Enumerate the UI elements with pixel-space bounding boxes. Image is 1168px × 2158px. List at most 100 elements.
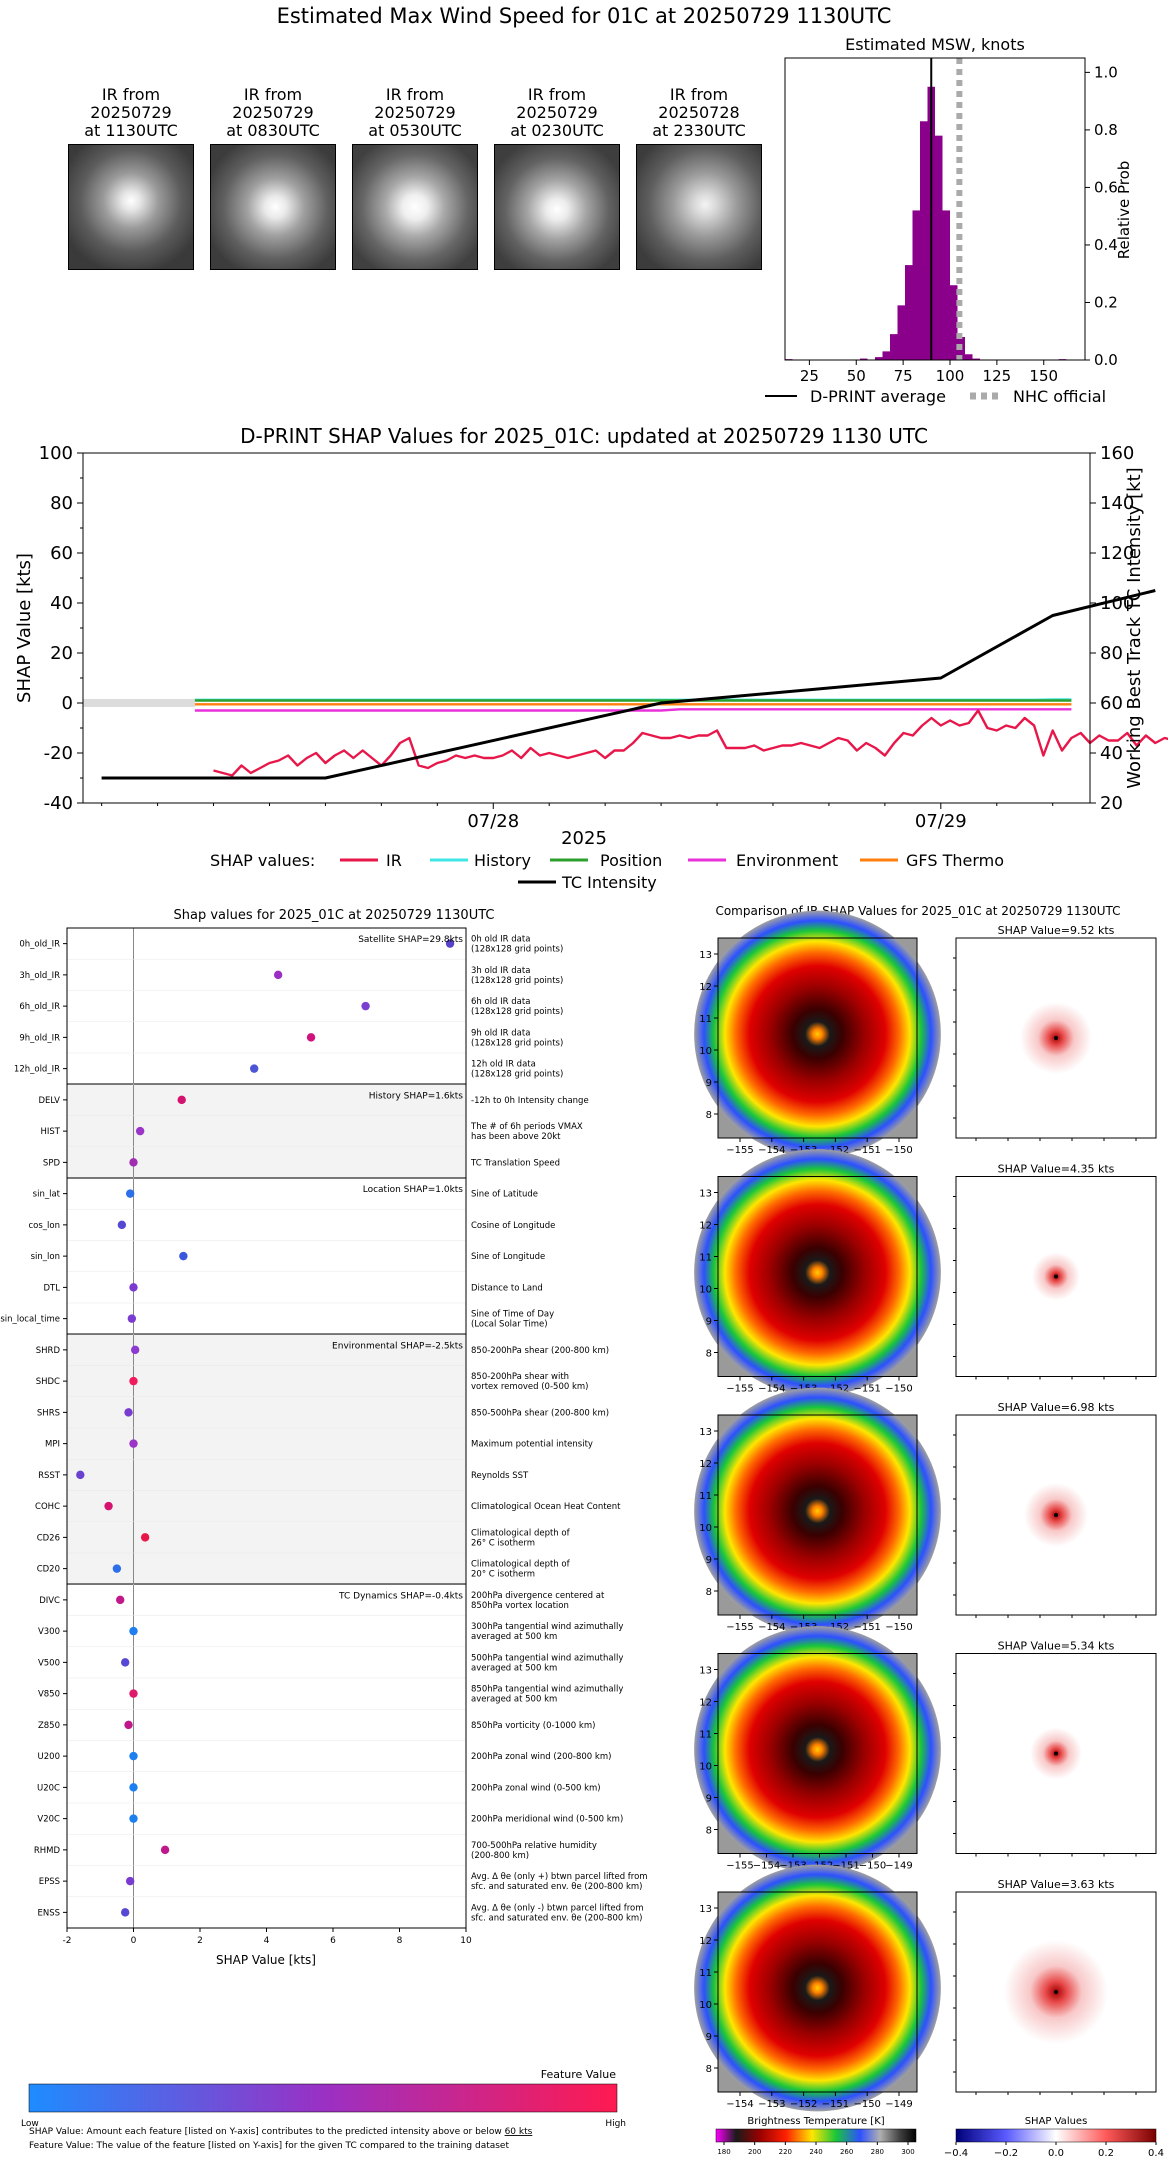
histogram-y-ticks: 0.0 0.2 0.4 0.6 0.8 1.0 — [1085, 63, 1118, 369]
feature-dot — [179, 1251, 188, 1261]
feature-description: 850hPa vorticity (0-1000 km) — [471, 1721, 595, 1731]
feature-description: 850-500hPa shear (200-800 km) — [471, 1408, 609, 1418]
feature-dot — [160, 1845, 170, 1855]
feature-dot — [445, 939, 455, 948]
feature-label: CD26 — [37, 1533, 60, 1543]
feature-description: Climatological depth of 20° C isotherm — [471, 1560, 571, 1580]
timeseries-zero-band — [83, 699, 195, 707]
feature-label: RHMD — [34, 1846, 61, 1856]
x-tick-label: 8 — [397, 1936, 403, 1946]
comparison-row: 12h old IR DataSHAP Value=3.63 kts891011… — [694, 1864, 1157, 2112]
ir-thumbnail-image — [636, 144, 762, 270]
timeseries-y2label: Working Best Track TC Intensity [kt] — [1124, 467, 1145, 788]
shap-panel-title: SHAP Value=5.34 kts — [998, 1640, 1115, 1653]
feature-dot — [104, 1501, 113, 1511]
ir-x-tick-label: −154 — [758, 1145, 785, 1156]
feature-description-line: 850hPa tangential wind azimuthally — [471, 1685, 623, 1695]
feature-label: SHRS — [37, 1408, 60, 1418]
bt-tick-label: 240 — [809, 2148, 822, 2156]
x-tick-label: 75 — [894, 367, 913, 385]
shap-colorbar-title: SHAP Values — [1025, 2116, 1088, 2127]
feature-labels: 0h_old_IR 3h_old_IR 6h_old_IR 9h_old_IR 12h_… — [0, 940, 67, 1918]
feature-description-line: (128x128 grid points) — [471, 976, 563, 986]
shap-cbar-tick-label: −0.2 — [994, 2148, 1018, 2158]
feature-label: V850 — [38, 1690, 60, 1700]
feature-dot — [120, 1658, 130, 1667]
feature-description: Distance to Land — [471, 1283, 543, 1293]
shap-colorbar — [955, 2128, 1157, 2143]
group-label: TC Dynamics SHAP=-0.4kts — [338, 1591, 463, 1601]
feature-label: RSST — [38, 1471, 61, 1481]
feature-dot — [129, 1626, 138, 1636]
x-tick-label: 100 — [936, 367, 965, 385]
feature-description-line: averaged at 500 km — [471, 1632, 557, 1642]
feature-description-line: (200-800 km) — [471, 1851, 529, 1861]
feature-dot — [120, 1908, 130, 1917]
ir-thumbnail: IR from 20250728 at 2330UTC — [636, 86, 762, 270]
ir-x-tick-label: −150 — [885, 1622, 912, 1633]
ir-thumbnail-label: IR from 20250729 at 0830UTC — [226, 85, 320, 140]
feature-label: U20C — [37, 1783, 60, 1793]
feature-dot — [129, 1689, 138, 1698]
ir-storm — [694, 1387, 941, 1635]
feature-dot — [273, 970, 283, 980]
feature-description-line: averaged at 500 km — [471, 1695, 557, 1705]
ir-panel-frame — [717, 1653, 918, 1854]
histogram-bar — [972, 358, 980, 360]
feature-description: Climatological Ocean Heat Content — [471, 1502, 621, 1512]
ir-y-tick-label: 8 — [706, 1826, 712, 1837]
histogram-bar — [875, 357, 883, 360]
ir-x-tick-label: −153 — [779, 1861, 806, 1872]
feature-description: 850hPa tangential wind azimuthally averag… — [471, 1685, 623, 1705]
feature-description-line: sfc. and saturated env. θe (200-800 km) — [471, 1913, 643, 1923]
histogram-lines — [930, 58, 963, 360]
ir-thumbnail-image — [494, 144, 620, 270]
feature-description: Avg. Δ θe (only -) btwn parcel lifted fr… — [471, 1903, 644, 1923]
ir-storm — [694, 1864, 941, 2112]
ir-y-tick-label: 9 — [706, 1317, 712, 1328]
page-title: Estimated Max Wind Speed for 01C at 2025… — [276, 4, 892, 28]
legend-dprint: D-PRINT average — [810, 387, 946, 406]
feature-description-line: 300hPa tangential wind azimuthally — [471, 1622, 623, 1632]
feature-descriptions: 0h old IR data (128x128 grid points)3h ol… — [470, 935, 648, 1924]
ir-storm — [694, 1626, 941, 1873]
feature-description-line: Climatological Ocean Heat Content — [471, 1502, 621, 1512]
histogram-bars — [785, 86, 1067, 361]
timeseries-y-ticks: -40 -20 0 20 40 60 80 100 — [39, 443, 83, 814]
feature-description-line: 3h old IR data — [471, 966, 530, 976]
y-tick-label: 0.8 — [1094, 121, 1118, 139]
y2-tick-label: 60 — [1100, 693, 1123, 714]
ir-panel-frame — [717, 1176, 918, 1377]
ir-thumbnail-label: IR from 20250729 at 0530UTC — [368, 85, 462, 140]
ir-y-tick-label: 8 — [706, 2064, 712, 2075]
histogram-bar — [920, 121, 928, 361]
ir-thumbnail-label: IR from 20250729 at 1130UTC — [84, 85, 178, 140]
y-tick-label: 0.6 — [1094, 178, 1118, 196]
histogram-x-ticks: 25 50 75 100 125 150 — [800, 360, 1058, 385]
shap-feature-chart: Shap values for 2025_01C at 20250729 113… — [0, 908, 648, 2151]
feature-description-line: averaged at 500 km — [471, 1663, 557, 1673]
y2-tick-label: 160 — [1100, 443, 1134, 464]
feature-description-line: 200hPa zonal wind (200-800 km) — [471, 1752, 611, 1762]
histogram-bar — [897, 305, 905, 360]
histogram-bar — [912, 210, 920, 360]
feature-description: 6h old IR data (128x128 grid points) — [471, 997, 563, 1017]
group-label: Location SHAP=1.0kts — [363, 1185, 464, 1195]
feature-label: cos_lon — [28, 1221, 60, 1231]
ir-x-tick-label: −155 — [726, 1384, 753, 1395]
feature-dot — [129, 1439, 138, 1448]
ir-x-tick-label: −149 — [885, 2099, 912, 2110]
feature-description-line: The # of 6h periods VMAX — [470, 1122, 583, 1132]
feature-dot — [125, 1876, 135, 1886]
histogram-bar — [942, 210, 950, 360]
feature-description-line: 500hPa tangential wind azimuthally — [471, 1653, 623, 1663]
timeseries-x-ticks: 07/28 07/29 — [101, 803, 1054, 832]
ir-x-tick-label: −155 — [726, 1861, 753, 1872]
feature-description-line: Climatological depth of — [471, 1528, 571, 1538]
histogram-bar — [905, 265, 913, 360]
shap-panel-frame — [955, 1891, 1157, 2093]
group-label: History SHAP=1.6kts — [369, 1091, 464, 1101]
feature-dot — [124, 1408, 133, 1417]
feature-dot — [129, 1814, 138, 1823]
feature-description: Maximum potential intensity — [471, 1440, 593, 1450]
